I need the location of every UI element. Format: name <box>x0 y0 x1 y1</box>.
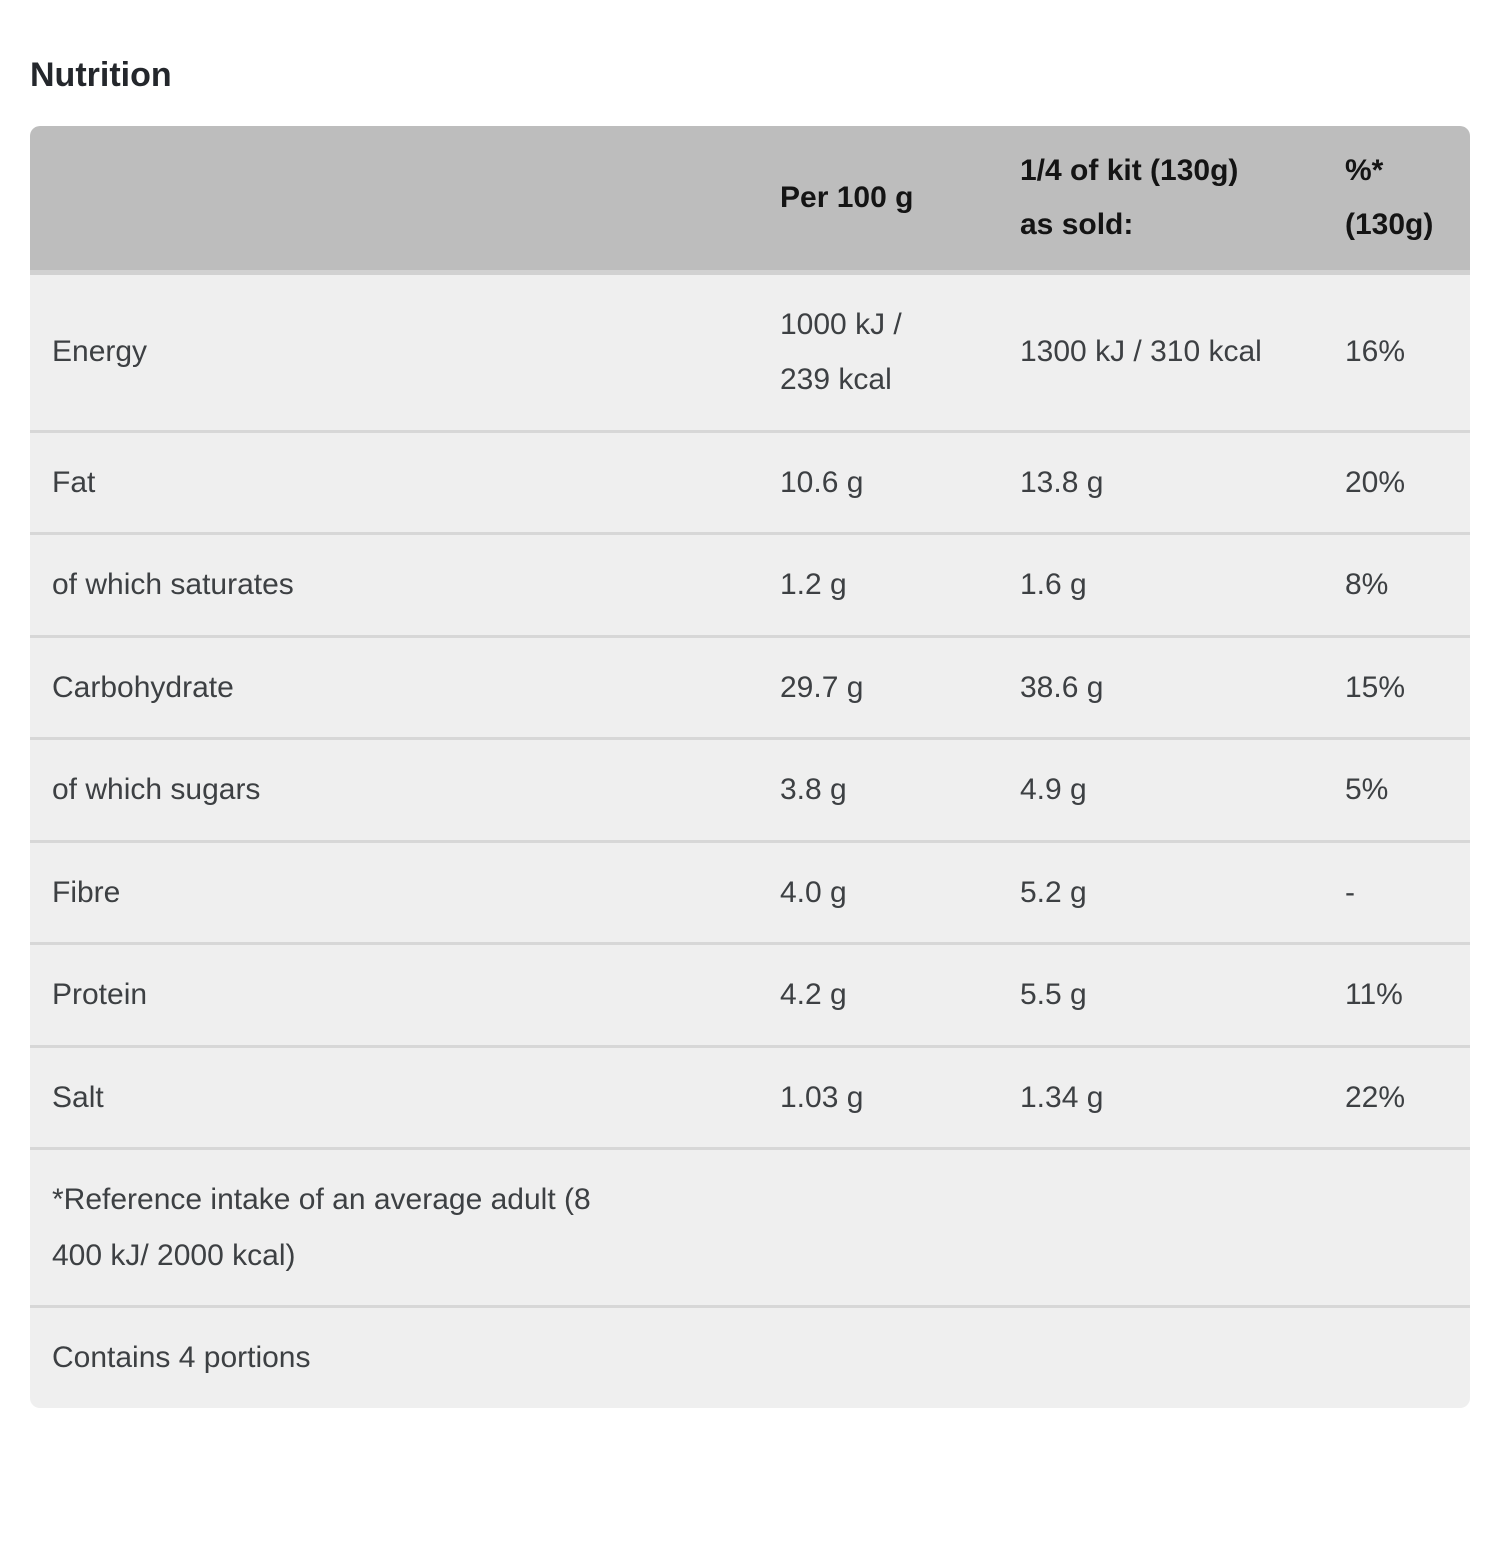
reference-intake-note: *Reference intake of an average adult (8… <box>30 1150 1470 1309</box>
nutrient-label: Protein <box>30 945 780 1048</box>
value-per-portion: 1.34 g <box>1020 1047 1345 1151</box>
nutrition-table: Per 100 g 1/4 of kit (130g) as sold: %* … <box>30 125 1470 1408</box>
value-reference-intake: 20% <box>1345 432 1470 536</box>
value-reference-intake: 16% <box>1345 274 1470 433</box>
table-row-fat: Fat 10.6 g 13.8 g 20% <box>30 432 1470 536</box>
nutrient-label: Fibre <box>30 842 780 946</box>
value-per-100g: 10.6 g <box>780 432 1020 536</box>
value-reference-intake: 11% <box>1345 945 1470 1048</box>
value-reference-intake: - <box>1345 842 1470 946</box>
footnote-row-reference-intake: *Reference intake of an average adult (8… <box>30 1150 1470 1309</box>
table-header-row: Per 100 g 1/4 of kit (130g) as sold: %* … <box>30 125 1470 275</box>
table-row-fibre: Fibre 4.0 g 5.2 g - <box>30 842 1470 946</box>
value-per-portion: 1300 kJ / 310 kcal <box>1020 274 1345 433</box>
value-per-portion: 5.5 g <box>1020 945 1345 1048</box>
value-per-100g: 1.2 g <box>780 535 1020 638</box>
value-per-100g: 1000 kJ / 239 kcal <box>780 274 1020 433</box>
nutrient-label: of which sugars <box>30 740 780 843</box>
value-per-portion: 1.6 g <box>1020 535 1345 638</box>
value-per-portion: 13.8 g <box>1020 432 1345 536</box>
portions-note: Contains 4 portions <box>30 1308 1470 1408</box>
page-title: Nutrition <box>30 56 172 94</box>
value-reference-intake: 22% <box>1345 1047 1470 1151</box>
value-per-100g: 4.0 g <box>780 842 1020 946</box>
value-per-100g: 1.03 g <box>780 1047 1020 1151</box>
table-row-energy: Energy 1000 kJ / 239 kcal 1300 kJ / 310 … <box>30 274 1470 433</box>
table-row-protein: Protein 4.2 g 5.5 g 11% <box>30 945 1470 1048</box>
value-per-portion: 4.9 g <box>1020 740 1345 843</box>
table-row-saturates: of which saturates 1.2 g 1.6 g 8% <box>30 535 1470 638</box>
value-reference-intake: 15% <box>1345 637 1470 741</box>
value-reference-intake: 8% <box>1345 535 1470 638</box>
value-reference-intake: 5% <box>1345 740 1470 843</box>
nutrient-label: of which saturates <box>30 535 780 638</box>
value-per-100g: 3.8 g <box>780 740 1020 843</box>
table-row-carbohydrate: Carbohydrate 29.7 g 38.6 g 15% <box>30 637 1470 741</box>
header-reference-intake: %* (130g) <box>1345 125 1470 275</box>
value-per-100g: 29.7 g <box>780 637 1020 741</box>
value-per-100g: 4.2 g <box>780 945 1020 1048</box>
nutrient-label: Carbohydrate <box>30 637 780 741</box>
nutrient-label: Salt <box>30 1047 780 1151</box>
nutrition-table-container: Per 100 g 1/4 of kit (130g) as sold: %* … <box>30 125 1470 1408</box>
header-per-100g: Per 100 g <box>780 125 1020 275</box>
footnote-row-portions: Contains 4 portions <box>30 1308 1470 1408</box>
value-per-portion: 38.6 g <box>1020 637 1345 741</box>
table-row-salt: Salt 1.03 g 1.34 g 22% <box>30 1047 1470 1151</box>
table-row-sugars: of which sugars 3.8 g 4.9 g 5% <box>30 740 1470 843</box>
nutrient-label: Fat <box>30 432 780 536</box>
header-nutrient-empty <box>30 125 780 275</box>
value-per-portion: 5.2 g <box>1020 842 1345 946</box>
header-per-portion: 1/4 of kit (130g) as sold: <box>1020 125 1345 275</box>
nutrient-label: Energy <box>30 274 780 433</box>
